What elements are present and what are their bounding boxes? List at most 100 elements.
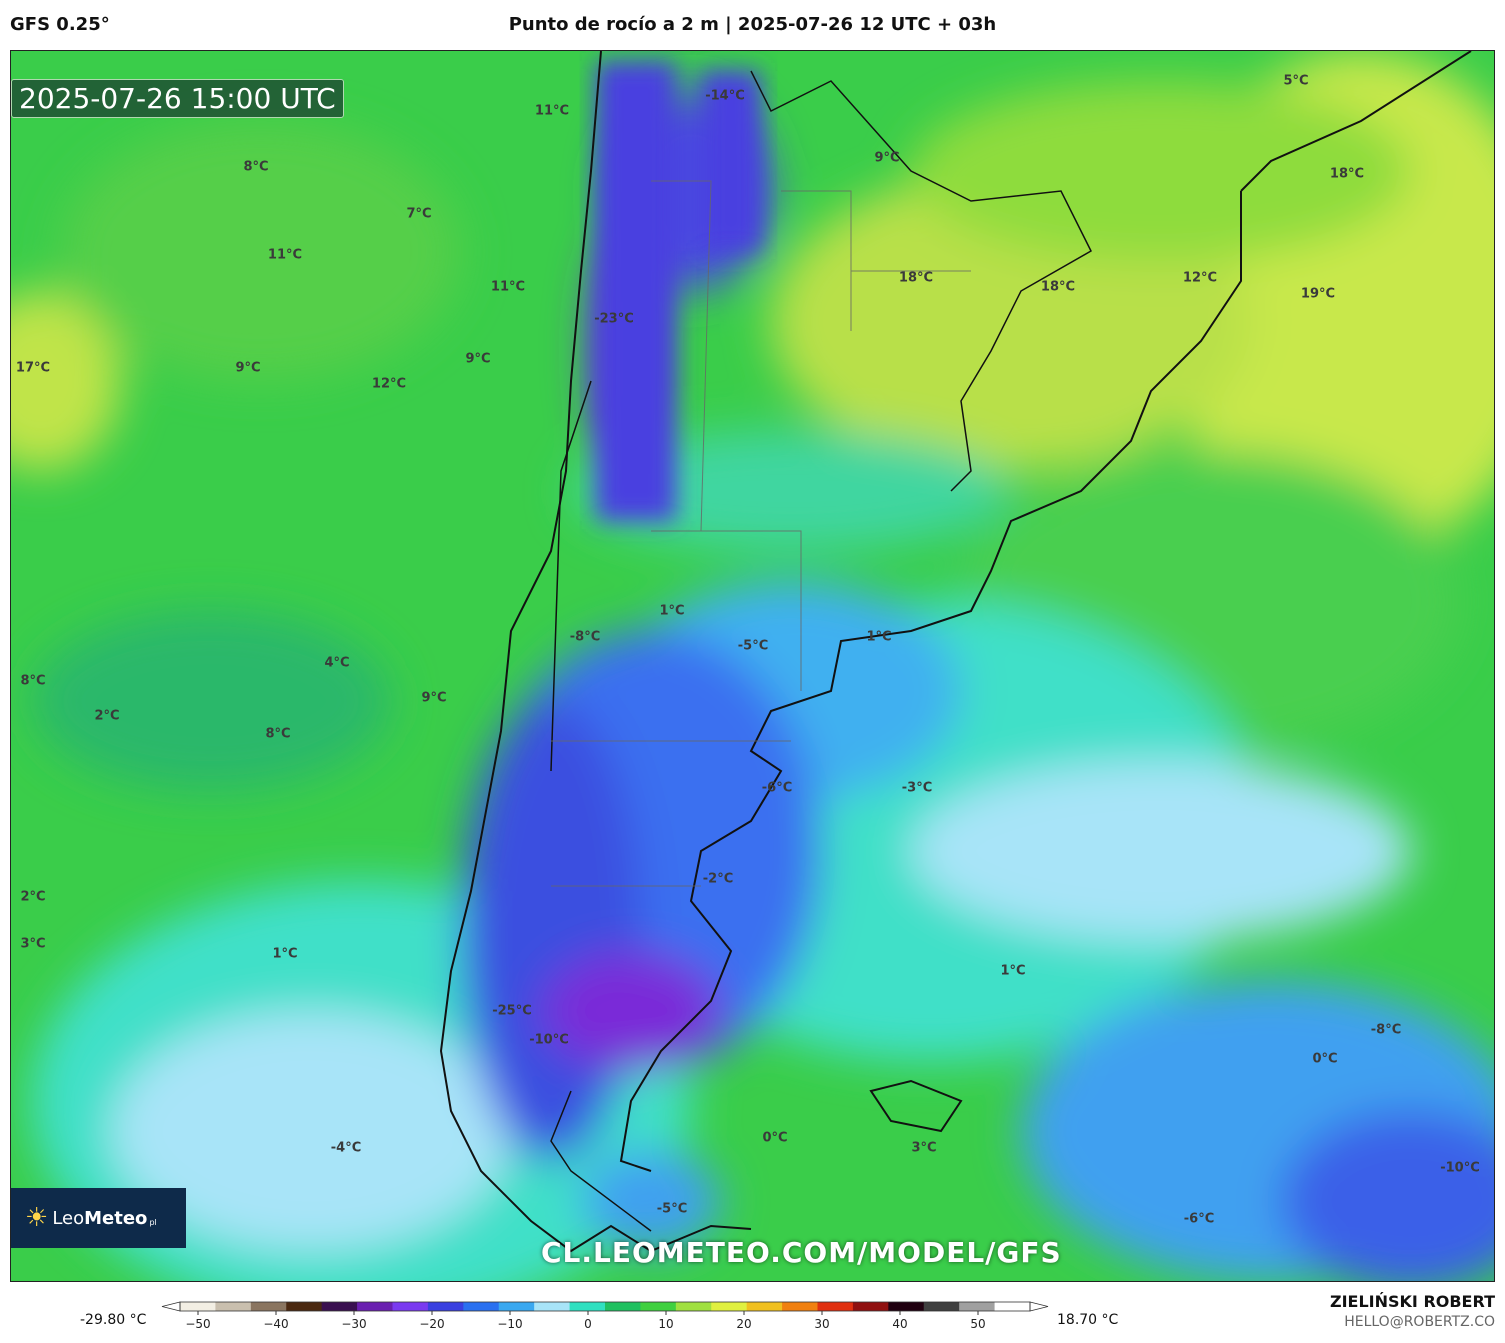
colorbar-swatch [605,1302,641,1311]
colorbar-swatch [321,1302,358,1311]
colorbar-swatch [746,1302,783,1311]
temp-label: 11°C [490,279,526,295]
colorbar-min-arrow [161,1301,181,1312]
temp-label: -10°C [1440,1160,1480,1176]
colorbar-min-label: -29.80 °C [80,1312,147,1328]
temp-label: 17°C [15,360,51,376]
colorbar-swatch [463,1302,500,1311]
temp-label: 4°C [324,655,350,671]
temp-label: -4°C [330,1140,362,1156]
temp-label: 8°C [265,726,291,742]
colorbar-swatch [888,1302,925,1311]
colorbar-tick-label: 0 [584,1317,592,1331]
temp-label: 5°C [1283,73,1309,89]
colorbar-swatch [250,1302,287,1311]
colorbar-swatch [675,1302,712,1311]
temp-label: 11°C [534,103,570,119]
temp-label: -6°C [761,780,793,796]
map-panel: 2025-07-26 15:00 UTC 11°C -14°C 5°C 8°C … [10,50,1495,1282]
colorbar-swatch [392,1302,429,1311]
temp-label: 1°C [866,629,892,645]
colorbar-swatch [852,1302,889,1311]
temp-label: 12°C [1182,270,1218,286]
temp-label: 2°C [20,889,46,905]
colorbar-swatch [498,1302,535,1311]
temp-label: 9°C [874,150,900,166]
colorbar-tick-label: 50 [970,1317,985,1331]
dewpoint-field [11,51,1494,1281]
colorbar-tick-label: −40 [263,1317,288,1331]
temp-label: 9°C [465,351,491,367]
colorbar-swatch [427,1302,464,1311]
colorbar-tick-label: −20 [419,1317,444,1331]
temp-label: 9°C [421,690,447,706]
colorbar-tick-label: −10 [497,1317,522,1331]
temp-label: -8°C [569,629,601,645]
colorbar-swatch [994,1302,1031,1311]
colorbar-swatch [286,1302,323,1311]
temp-label: -2°C [702,871,734,887]
model-label: GFS 0.25° [10,14,110,35]
temp-label: 8°C [243,159,269,175]
source-url-watermark: CL.LEOMETEO.COM/MODEL/GFS [541,1236,1062,1269]
temp-label: 0°C [762,1130,788,1146]
colorbar-tick-label: 40 [892,1317,907,1331]
colorbar-swatch [569,1302,606,1311]
national-borders [550,70,1092,1232]
colorbar-tick-label: 30 [814,1317,829,1331]
temp-label: -14°C [705,88,745,104]
temp-label: 18°C [1329,166,1365,182]
temp-label: 3°C [20,936,46,952]
colorbar-swatch [640,1302,677,1311]
colorbar-swatch [534,1302,571,1311]
temp-label: -25°C [492,1003,532,1019]
temp-label: -23°C [594,311,634,327]
temp-label: 0°C [1312,1051,1338,1067]
colorbar-tick-label: −50 [185,1317,210,1331]
logo-tld: pl [149,1217,157,1227]
colorbar: −50 −40 −30 −20 −10 0 10 20 30 40 50 [160,1298,1050,1338]
colorbar-swatch [923,1302,960,1311]
temp-label: -10°C [529,1032,569,1048]
colorbar-max-arrow [1029,1301,1049,1312]
temp-label: 9°C [235,360,261,376]
colorbar-swatch [180,1302,216,1311]
chart-title: Punto de rocío a 2 m | 2025-07-26 12 UTC… [508,14,997,35]
colorbar-max-label: 18.70 °C [1057,1312,1119,1328]
temp-label: 1°C [1000,963,1026,979]
colorbar-swatch [782,1302,818,1311]
colorbar-swatch [215,1302,252,1311]
temp-label: -5°C [656,1201,688,1217]
temp-label: 2°C [94,708,120,724]
colorbar-swatch [357,1302,393,1311]
temp-label: 18°C [1040,279,1076,295]
temp-label: -5°C [737,638,769,654]
temp-label: 1°C [659,603,685,619]
colorbar-scale: −50 −40 −30 −20 −10 0 10 20 30 40 50 [161,1301,1049,1331]
temp-label: 19°C [1300,286,1336,302]
colorbar-frame [179,1301,1031,1312]
temp-label: -8°C [1370,1022,1402,1038]
temp-label: 1°C [272,946,298,962]
colorbar-swatch [711,1302,748,1311]
author-email: HELLO@ROBERTZ.CO [1344,1314,1495,1330]
logo-text: LeoMeteo [52,1207,148,1229]
temp-label: 12°C [371,376,407,392]
temp-label: 18°C [898,270,934,286]
colorbar-swatch [959,1302,996,1311]
valid-time-badge: 2025-07-26 15:00 UTC [11,79,344,118]
temp-label: 11°C [267,247,303,263]
colorbar-tick-label: 20 [736,1317,751,1331]
temp-label: 8°C [20,673,46,689]
province-borders [551,180,971,887]
colorbar-swatch [817,1302,854,1311]
andes-cold-band [596,61,761,521]
temp-label: 3°C [911,1140,937,1156]
leometeo-logo: ☀ LeoMeteo pl [11,1188,186,1248]
colorbar-tick-label: −30 [341,1317,366,1331]
temp-label: -3°C [901,780,933,796]
colorbar-tick-label: 10 [658,1317,673,1331]
author-name: ZIELIŃSKI ROBERT [1329,1292,1495,1311]
temp-label: -6°C [1183,1211,1215,1227]
temp-label: 7°C [406,206,432,222]
